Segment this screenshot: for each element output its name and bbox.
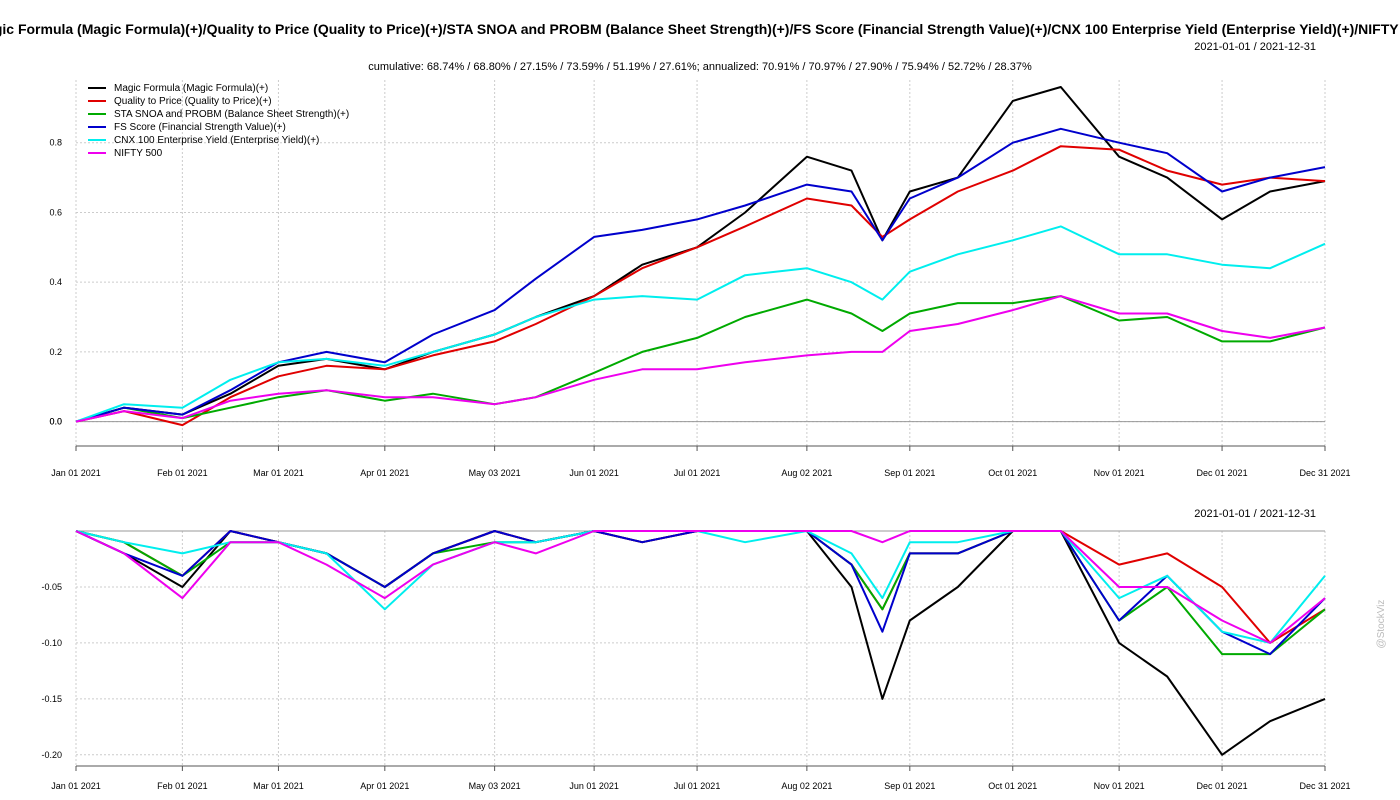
series-line-nifty-500 <box>75 530 1326 644</box>
watermark: @StockViz <box>1376 600 1387 649</box>
x-tick-label: Jan 01 2021 <box>51 468 101 478</box>
x-tick-label: Sep 01 2021 <box>884 781 935 791</box>
legend-entry: STA SNOA and PROBM (Balance Sheet Streng… <box>114 109 349 120</box>
x-tick-label: Nov 01 2021 <box>1094 781 1145 791</box>
x-tick-label: Dec 31 2021 <box>1299 781 1350 791</box>
x-tick-label: Dec 31 2021 <box>1299 468 1350 478</box>
y-tick-label: 0.0 <box>49 417 62 427</box>
y-tick-label: 0.2 <box>49 347 62 357</box>
x-tick-label: Jun 01 2021 <box>569 468 619 478</box>
series-line-magic-formula-magic-formula <box>75 86 1326 423</box>
x-tick-label: Jul 01 2021 <box>674 468 721 478</box>
x-tick-label: Feb 01 2021 <box>157 468 208 478</box>
x-tick-label: Mar 01 2021 <box>253 781 304 791</box>
y-tick-label: -0.10 <box>41 638 62 648</box>
y-tick-label: -0.15 <box>41 694 62 704</box>
series-line-nifty-500 <box>75 295 1326 423</box>
legend-entry: CNX 100 Enterprise Yield (Enterprise Yie… <box>114 135 319 146</box>
x-tick-label: May 03 2021 <box>469 468 521 478</box>
series-line-fs-score-financial-strength-value <box>75 127 1326 423</box>
series-line-sta-snoa-and-probm-balance-sheet-strength <box>75 295 1326 423</box>
x-tick-label: May 03 2021 <box>469 781 521 791</box>
x-tick-label: Dec 01 2021 <box>1197 781 1248 791</box>
top-date-range: 2021-01-01 / 2021-12-31 <box>1194 41 1316 53</box>
legend-entry: NIFTY 500 <box>114 148 163 159</box>
x-tick-label: Aug 02 2021 <box>781 781 832 791</box>
cumulative-returns-panel: Jan 01 2021 Feb 01 2021 Mar 01 2021 Apr 01 … <box>49 80 1351 478</box>
series-line-fs-score-financial-strength-value <box>75 530 1326 656</box>
legend-entry: Magic Formula (Magic Formula)(+) <box>114 83 268 94</box>
bottom-date-range: 2021-01-01 / 2021-12-31 <box>1194 508 1316 520</box>
x-tick-label: Jun 01 2021 <box>569 781 619 791</box>
y-tick-label: -0.20 <box>41 750 62 760</box>
x-tick-label: Oct 01 2021 <box>988 781 1037 791</box>
x-tick-label: Aug 02 2021 <box>781 468 832 478</box>
y-tick-label: 0.6 <box>49 207 62 217</box>
chart-subtitle: cumulative: 68.74% / 68.80% / 27.15% / 7… <box>368 61 1032 73</box>
y-tick-label: 0.8 <box>49 138 62 148</box>
legend: Magic Formula (Magic Formula)(+) Quality … <box>88 83 349 159</box>
y-tick-label: -0.05 <box>41 582 62 592</box>
x-tick-label: Apr 01 2021 <box>360 468 409 478</box>
x-tick-label: Mar 01 2021 <box>253 468 304 478</box>
y-tick-label: 0.0 <box>49 417 62 427</box>
x-tick-label: Nov 01 2021 <box>1094 468 1145 478</box>
x-tick-label: Sep 01 2021 <box>884 468 935 478</box>
series-line-sta-snoa-and-probm-balance-sheet-strength <box>75 530 1326 656</box>
x-tick-label: Dec 01 2021 <box>1197 468 1248 478</box>
series-line-quality-to-price-quality-to-price <box>75 145 1326 427</box>
legend-entry: FS Score (Financial Strength Value)(+) <box>114 122 286 133</box>
x-tick-label: Jul 01 2021 <box>674 781 721 791</box>
x-tick-label: Feb 01 2021 <box>157 781 208 791</box>
x-tick-label: Jan 01 2021 <box>51 781 101 791</box>
chart-title: Magic Formula (Magic Formula)(+)/Quality… <box>0 21 1400 37</box>
drawdown-panel: Jan 01 2021 Feb 01 2021 Mar 01 2021 Apr 01 … <box>41 530 1351 791</box>
series-line-cnx-100-enterprise-yield-enterprise-yield <box>75 225 1326 423</box>
legend-entry: Quality to Price (Quality to Price)(+) <box>114 96 272 107</box>
x-tick-label: Apr 01 2021 <box>360 781 409 791</box>
y-tick-label: 0.4 <box>49 277 62 287</box>
x-tick-label: Oct 01 2021 <box>988 468 1037 478</box>
series-line-cnx-100-enterprise-yield-enterprise-yield <box>75 530 1326 644</box>
